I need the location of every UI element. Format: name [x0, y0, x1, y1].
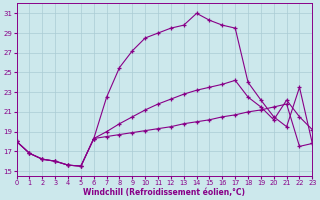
X-axis label: Windchill (Refroidissement éolien,°C): Windchill (Refroidissement éolien,°C) — [84, 188, 245, 197]
